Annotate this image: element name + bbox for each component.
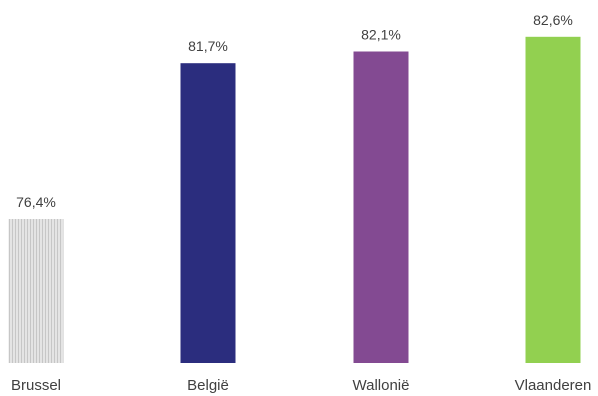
bar-wallonië: [353, 51, 409, 363]
category-label: Wallonië: [353, 377, 410, 394]
value-label: 76,4%: [16, 194, 56, 210]
value-label: 81,7%: [188, 38, 228, 54]
category-label: België: [187, 377, 229, 394]
bar-brussel: [8, 219, 64, 363]
category-labels-group: Brussel België Wallonië Vlaanderen: [11, 377, 591, 394]
bar-vlaanderen: [525, 36, 581, 364]
category-label: Vlaanderen: [515, 377, 592, 394]
value-labels-group: 76,4% 81,7% 82,1% 82,6%: [16, 12, 573, 210]
bars-group: [8, 36, 581, 364]
value-label: 82,1%: [361, 27, 401, 43]
value-label: 82,6%: [533, 12, 573, 28]
category-label: Brussel: [11, 377, 61, 394]
bar-belgië: [180, 63, 236, 363]
